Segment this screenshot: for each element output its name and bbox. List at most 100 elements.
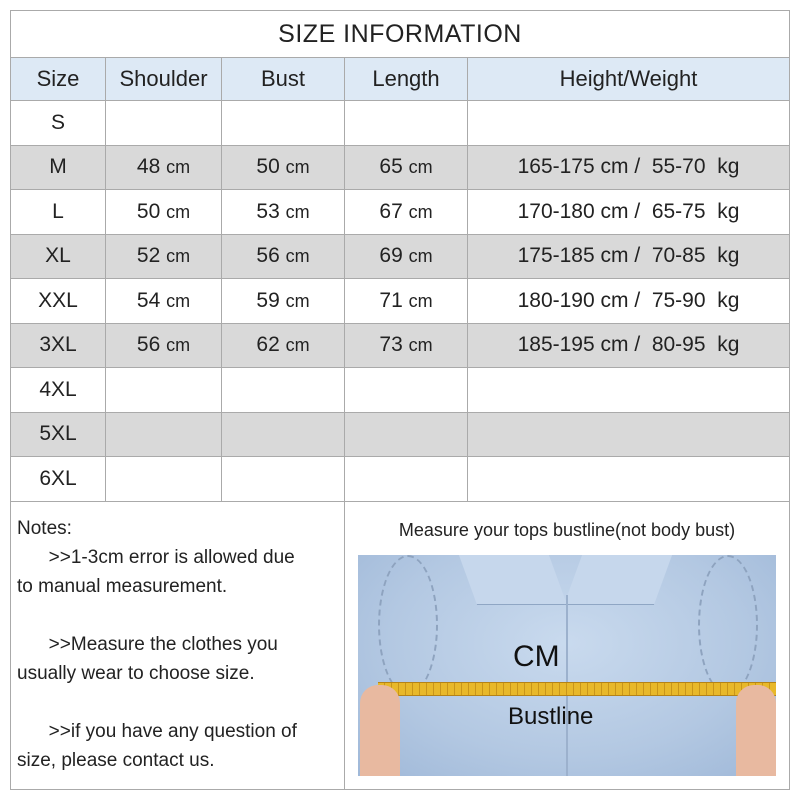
unit: cm: [285, 246, 310, 267]
seam-right: [698, 555, 758, 695]
size-table: SIZE INFORMATION Size Shoulder Bust Leng…: [10, 10, 790, 502]
note-1-cont: to manual measurement.: [17, 576, 228, 597]
unit: cm: [285, 335, 310, 356]
cell-shoulder: 52 cm: [105, 233, 222, 279]
bustline-label: Bustline: [508, 703, 594, 730]
unit: cm: [166, 335, 191, 356]
unit: cm: [408, 335, 433, 356]
cell-size: 6XL: [10, 456, 106, 502]
header-length: Length: [344, 57, 468, 101]
unit: cm: [285, 201, 310, 222]
cell-length: 69 cm: [344, 233, 468, 279]
value: 50: [136, 199, 161, 223]
cell-height-weight: [467, 100, 790, 146]
cell-height-weight: [467, 367, 790, 413]
table-row: 6XL: [10, 456, 790, 502]
collar-left: [458, 555, 568, 605]
value: 73: [379, 333, 403, 357]
cell-shoulder: 48 cm: [105, 144, 222, 190]
cell-bust: 53 cm: [221, 189, 345, 235]
cell-shoulder: 56 cm: [105, 322, 222, 368]
unit: cm: [166, 290, 191, 311]
cell-length: [344, 367, 468, 413]
table-row: S: [10, 100, 790, 146]
notes-section: Notes: >>1-3cm error is allowed due to m…: [10, 500, 345, 790]
cell-bust: [221, 100, 345, 146]
table-row: 5XL: [10, 411, 790, 457]
cell-height-weight: 185-195 cm / 80-95 kg: [467, 322, 790, 368]
value: 56: [136, 333, 161, 357]
note-text: >>1-3cm error is allowed due: [17, 547, 295, 568]
value: 48: [136, 155, 161, 179]
cell-bust: 56 cm: [221, 233, 345, 279]
seam-left: [378, 555, 438, 695]
cell-size: XL: [10, 233, 106, 279]
cell-bust: 50 cm: [221, 144, 345, 190]
table-row: XXL 54 cm 59 cm 71 cm 180-190 cm / 75-90 kg: [10, 278, 790, 324]
measure-title: Measure your tops bustline(not body bust…: [398, 520, 736, 540]
value: 67: [379, 199, 403, 223]
header-height-weight: Height/Weight: [467, 57, 790, 101]
value: 50: [256, 155, 280, 179]
table-row: L 50 cm 53 cm 67 cm 170-180 cm / 65-75 kg: [10, 189, 790, 235]
header-shoulder: Shoulder: [105, 57, 222, 101]
value: 71: [379, 288, 403, 312]
unit: cm: [408, 157, 433, 178]
table-row: XL 52 cm 56 cm 69 cm 175-185 cm / 70-85 kg: [10, 233, 790, 279]
note-text: >>Measure the clothes you: [17, 634, 278, 655]
cell-height-weight: 165-175 cm / 55-70 kg: [467, 144, 790, 190]
value: 52: [136, 244, 161, 268]
measure-section: Measure your tops bustline(not body bust…: [345, 500, 790, 790]
cell-length: 71 cm: [344, 278, 468, 324]
cm-label: CM: [513, 640, 560, 673]
cell-length: 73 cm: [344, 322, 468, 368]
value: 65: [379, 155, 403, 179]
cell-size: 3XL: [10, 322, 106, 368]
cell-length: [344, 411, 468, 457]
value: 54: [136, 288, 161, 312]
note-text: >>if you have any question of: [17, 721, 297, 742]
cell-size: 5XL: [10, 411, 106, 457]
cell-size: L: [10, 189, 106, 235]
measuring-tape: [378, 682, 776, 696]
hand-left: [360, 685, 400, 776]
unit: cm: [408, 290, 433, 311]
unit: cm: [408, 246, 433, 267]
note-2: >>Measure the clothes you: [17, 630, 338, 659]
cell-size: S: [10, 100, 106, 146]
value: 62: [256, 333, 280, 357]
cell-height-weight: 180-190 cm / 75-90 kg: [467, 278, 790, 324]
cell-shoulder: [105, 411, 222, 457]
note-3-cont: size, please contact us.: [17, 750, 215, 771]
hand-right: [736, 685, 776, 776]
collar-right: [563, 555, 673, 605]
cell-size: M: [10, 144, 106, 190]
unit: cm: [285, 157, 310, 178]
value: 56: [256, 244, 280, 268]
cell-bust: 59 cm: [221, 278, 345, 324]
header-bust: Bust: [221, 57, 345, 101]
cell-shoulder: [105, 456, 222, 502]
cell-height-weight: [467, 411, 790, 457]
cell-height-weight: [467, 456, 790, 502]
cell-shoulder: 54 cm: [105, 278, 222, 324]
cell-size: XXL: [10, 278, 106, 324]
header-row: Size Shoulder Bust Length Height/Weight: [10, 57, 790, 101]
note-1: >>1-3cm error is allowed due: [17, 543, 338, 572]
cell-bust: [221, 456, 345, 502]
cell-shoulder: [105, 367, 222, 413]
value: 53: [256, 199, 280, 223]
header-size: Size: [10, 57, 106, 101]
unit: cm: [166, 246, 191, 267]
value: 69: [379, 244, 403, 268]
cell-length: 65 cm: [344, 144, 468, 190]
cell-size: 4XL: [10, 367, 106, 413]
notes-heading: Notes:: [17, 518, 72, 539]
note-2-cont: usually wear to choose size.: [17, 663, 255, 684]
cell-height-weight: 170-180 cm / 65-75 kg: [467, 189, 790, 235]
cell-bust: [221, 367, 345, 413]
unit: cm: [166, 157, 191, 178]
cell-length: [344, 456, 468, 502]
cell-bust: 62 cm: [221, 322, 345, 368]
shirt-measurement-photo: CM Bustline: [358, 555, 776, 776]
